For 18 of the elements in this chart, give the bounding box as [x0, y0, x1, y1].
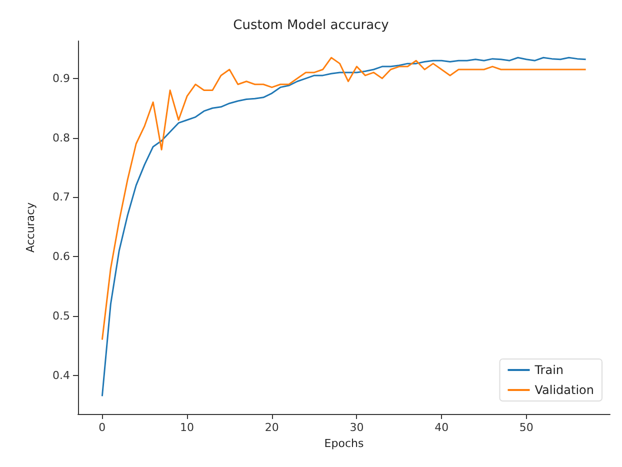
x-tick-label: 10 — [180, 421, 194, 434]
x-tick-label: 50 — [519, 421, 534, 434]
y-axis-title: Accuracy — [24, 202, 37, 253]
y-tick-label: 0.4 — [52, 368, 70, 382]
x-tick-label: 20 — [264, 421, 279, 434]
legend-label: Train — [534, 363, 564, 377]
y-tick-label: 0.9 — [52, 72, 70, 85]
y-tick-label: 0.7 — [52, 190, 70, 204]
y-tick-label: 0.8 — [52, 131, 70, 144]
y-tick-label: 0.6 — [52, 250, 70, 264]
line-series — [101, 56, 587, 341]
y-tick-label: 0.5 — [52, 310, 70, 322]
chart-title: Custom Model accuracy — [233, 18, 390, 33]
legend-label: Validation — [534, 383, 594, 397]
x-tick-label: 40 — [434, 421, 449, 434]
x-tick-label: 0 — [98, 421, 106, 434]
x-axis-title: Epochs — [324, 436, 364, 450]
x-tick-label: 30 — [350, 421, 364, 434]
